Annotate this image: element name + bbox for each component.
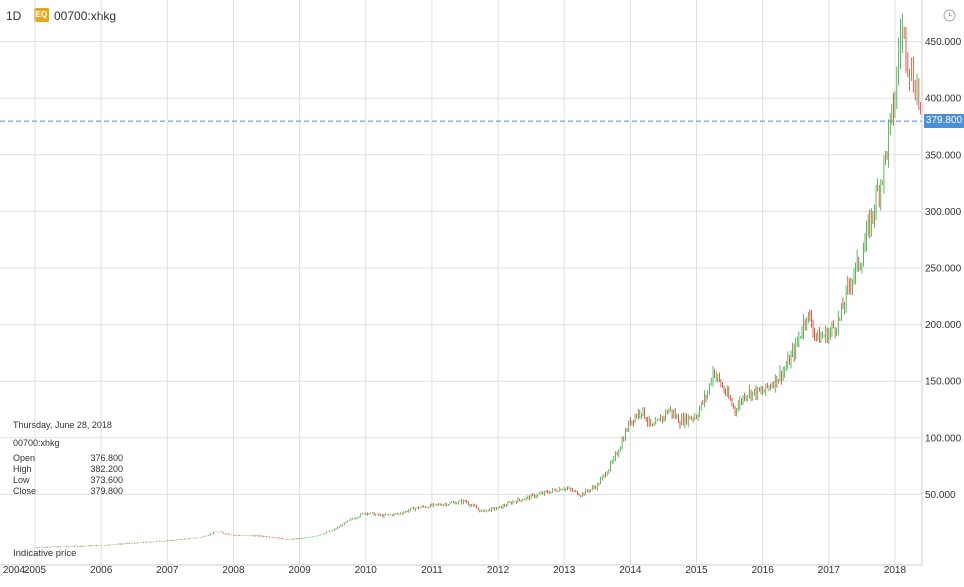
y-tick-label: 350.000 bbox=[925, 150, 962, 161]
last-price-label: 379.800 bbox=[924, 114, 964, 128]
open-label: Open bbox=[13, 453, 35, 464]
y-tick-label: 150.000 bbox=[925, 377, 962, 388]
chart-grid bbox=[0, 0, 922, 565]
x-tick-label: 2015 bbox=[685, 565, 708, 576]
x-tick-label: 2016 bbox=[752, 565, 775, 576]
high-row: High 382.200 bbox=[13, 464, 123, 475]
y-tick-label: 100.000 bbox=[925, 433, 962, 444]
high-label: High bbox=[13, 464, 32, 475]
y-axis-labels: 50.000 100.000 150.000 200.000 250.000 300.00… bbox=[925, 37, 962, 501]
open-value: 376.800 bbox=[90, 453, 123, 464]
y-tick-label: 200.000 bbox=[925, 320, 962, 331]
open-row: Open 376.800 bbox=[13, 453, 123, 464]
low-value: 373.600 bbox=[90, 475, 123, 486]
y-tick-label: 450.000 bbox=[925, 37, 962, 48]
candles bbox=[35, 13, 921, 548]
crosshair-info-panel: Thursday, June 28, 2018 00700:xhkg Open … bbox=[13, 420, 123, 497]
x-tick-label: 2014 bbox=[619, 565, 642, 576]
y-tick-label: 300.000 bbox=[925, 207, 962, 218]
high-value: 382.200 bbox=[90, 464, 123, 475]
y-tick-label: 400.000 bbox=[925, 94, 962, 105]
x-tick-label: 2008 bbox=[222, 565, 245, 576]
crosshair-date: Thursday, June 28, 2018 bbox=[13, 420, 123, 431]
x-tick-label: 2011 bbox=[421, 565, 443, 576]
low-label: Low bbox=[13, 475, 30, 486]
x-tick-label: 2007 bbox=[156, 565, 179, 576]
x-tick-label: 2005 bbox=[24, 565, 47, 576]
x-tick-label: 2009 bbox=[288, 565, 311, 576]
low-row: Low 373.600 bbox=[13, 475, 123, 486]
x-tick-label: 2006 bbox=[90, 565, 113, 576]
x-tick-label: 2018 bbox=[884, 565, 907, 576]
y-tick-label: 50.000 bbox=[925, 490, 956, 501]
indicative-price-note: Indicative price bbox=[13, 548, 76, 559]
close-label: Close bbox=[13, 486, 36, 497]
x-tick-label: 2013 bbox=[553, 565, 576, 576]
y-tick-label: 250.000 bbox=[925, 264, 962, 275]
crosshair-symbol: 00700:xhkg bbox=[13, 438, 123, 449]
x-tick-label: 2004 bbox=[3, 565, 26, 576]
x-tick-label: 2017 bbox=[818, 565, 841, 576]
x-tick-label: 2010 bbox=[355, 565, 378, 576]
close-row: Close 379.800 bbox=[13, 486, 123, 497]
close-value: 379.800 bbox=[90, 486, 123, 497]
x-tick-label: 2012 bbox=[487, 565, 510, 576]
